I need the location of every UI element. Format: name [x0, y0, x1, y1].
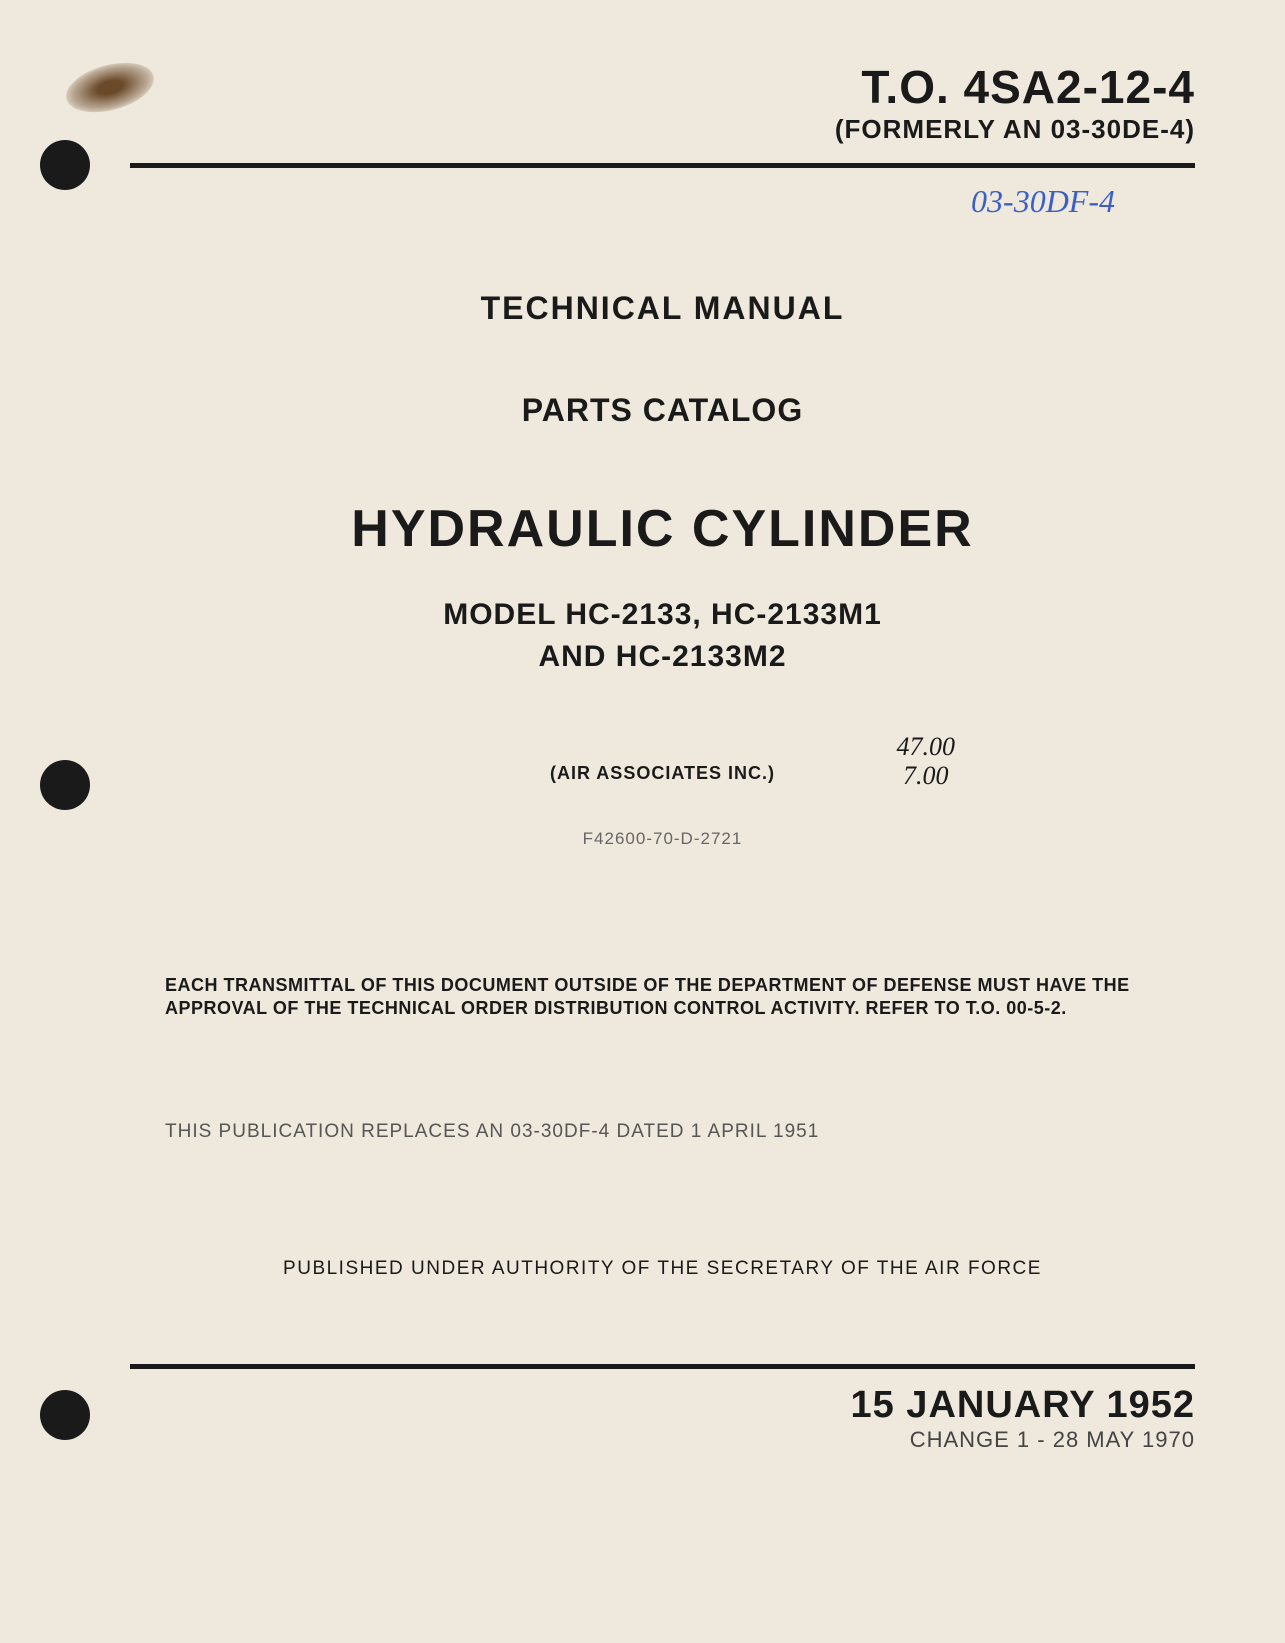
hole-punch-icon: [40, 1390, 90, 1440]
change-date: CHANGE 1 - 28 MAY 1970: [130, 1427, 1195, 1453]
authority-notice: PUBLISHED UNDER AUTHORITY OF THE SECRETA…: [130, 1258, 1195, 1280]
page-content: T.O. 4SA2-12-4 (FORMERLY AN 03-30DE-4) 0…: [130, 60, 1195, 1583]
document-footer: 15 JANUARY 1952 CHANGE 1 - 28 MAY 1970: [130, 1364, 1195, 1453]
model-line-2: AND HC-2133M2: [130, 636, 1195, 678]
contract-number: F42600-70-D-2721: [130, 829, 1195, 849]
handwritten-annotation: 03-30DF-4: [130, 183, 1195, 220]
publication-date: 15 JANUARY 1952: [130, 1384, 1195, 1427]
hole-punch-icon: [40, 140, 90, 190]
manufacturer-label: (AIR ASSOCIATES INC.): [550, 763, 775, 784]
model-line-1: MODEL HC-2133, HC-2133M1: [130, 594, 1195, 636]
catalog-type-label: PARTS CATALOG: [130, 392, 1195, 429]
to-number: T.O. 4SA2-12-4: [130, 60, 1195, 114]
doc-type-label: TECHNICAL MANUAL: [130, 290, 1195, 327]
manufacturer-container: (AIR ASSOCIATES INC.) 47.007.00: [550, 763, 775, 784]
distribution-notice: EACH TRANSMITTAL OF THIS DOCUMENT OUTSID…: [130, 974, 1195, 1021]
formerly-number: (FORMERLY AN 03-30DE-4): [130, 114, 1195, 145]
title-block: TECHNICAL MANUAL PARTS CATALOG HYDRAULIC…: [130, 290, 1195, 1280]
main-title: HYDRAULIC CYLINDER: [130, 499, 1195, 559]
replaces-notice: THIS PUBLICATION REPLACES AN 03-30DF-4 D…: [130, 1121, 1195, 1143]
handwritten-price: 47.007.00: [897, 733, 956, 790]
document-header: T.O. 4SA2-12-4 (FORMERLY AN 03-30DE-4): [130, 60, 1195, 168]
hole-punch-icon: [40, 760, 90, 810]
